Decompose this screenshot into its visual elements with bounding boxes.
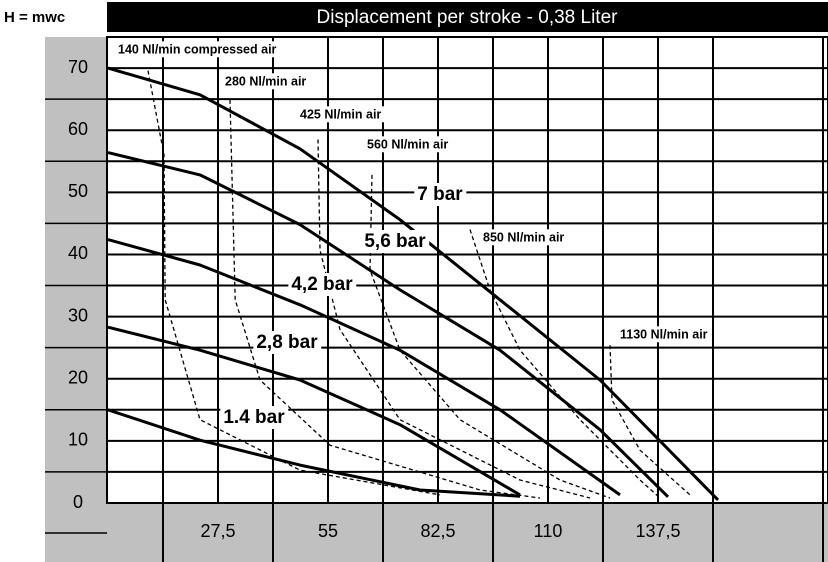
series-label-bg: [115, 41, 280, 58]
series-line: [147, 70, 441, 496]
series-line: [107, 151, 670, 498]
series-line: [107, 66, 720, 501]
title-bar: [107, 2, 828, 32]
series-line: [229, 99, 541, 499]
y-axis-band: [45, 37, 107, 562]
y-tick-label: 50: [68, 181, 88, 201]
series-label-bg: [361, 230, 430, 254]
y-tick-label: 70: [68, 57, 88, 77]
y-tick-label: 0: [73, 492, 83, 512]
series-label: 4,2 bar: [291, 274, 353, 295]
series-label: 140 Nl/min compressed air: [118, 42, 277, 56]
series-label-bg: [480, 229, 568, 246]
series-label-bg: [222, 73, 310, 90]
series-label: 850 Nl/min air: [483, 230, 564, 244]
series-label: 5,6 bar: [364, 231, 426, 252]
y-tick-label: 60: [68, 119, 88, 139]
series-label: 280 Nl/min air: [225, 74, 306, 88]
series-line: [469, 229, 661, 499]
x-tick-label: 137,5: [635, 521, 680, 541]
x-tick-label: 27,5: [200, 521, 235, 541]
series-label-bg: [617, 326, 711, 343]
series-line: [317, 139, 591, 499]
series-label-bg: [288, 273, 357, 297]
series-label: 425 Nl/min air: [300, 107, 381, 121]
series-label: 7 bar: [417, 184, 463, 205]
x-axis-band: [107, 503, 828, 562]
series-label-bg: [253, 331, 322, 355]
series-label: 2,8 bar: [256, 332, 318, 353]
x-tick-label: 82,5: [420, 521, 455, 541]
series-label: 560 Nl/min air: [367, 137, 448, 151]
series-label-bg: [364, 136, 452, 153]
y-tick-label: 30: [68, 305, 88, 325]
x-tick-label: 110: [534, 521, 563, 541]
series-label-bg: [220, 406, 289, 430]
y-tick-label: 40: [68, 243, 88, 263]
y-tick-label: 20: [68, 367, 88, 387]
series-label: 1.4 bar: [223, 407, 285, 428]
chart-title: Displacement per stroke - 0,38 Liter: [317, 7, 619, 28]
y-axis-title: H = mwc: [4, 9, 65, 26]
series-line: [369, 174, 611, 499]
series-line: [107, 238, 621, 497]
x-tick-label: 55: [318, 521, 338, 541]
y-tick-label: 10: [68, 430, 88, 450]
series-line: [107, 325, 521, 497]
series-label-bg: [297, 106, 385, 123]
series-label-bg: [414, 183, 467, 207]
series-label: 1130 Nl/min air: [620, 327, 708, 341]
series-line: [107, 408, 521, 498]
